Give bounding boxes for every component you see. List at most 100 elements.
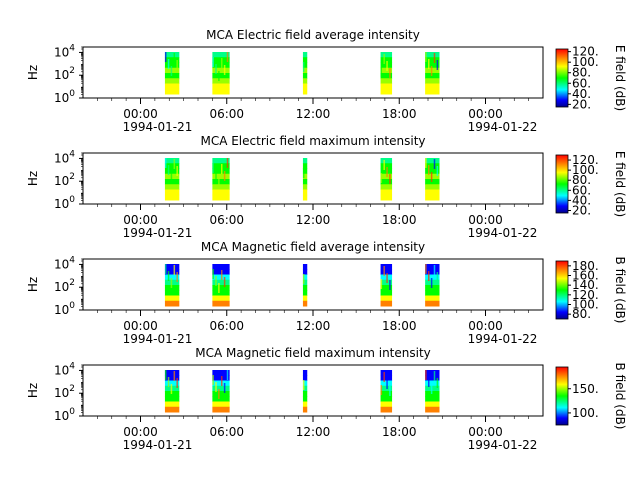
spectrogram-band [302,83,308,90]
x-date-label: 1994-01-22 [468,332,538,346]
colorbar-tick-label: 60. [572,76,591,90]
colorbar-tick-label: 80. [572,307,591,321]
colorbar-tick-label: 20. [572,203,591,217]
x-date-label: 1994-01-21 [123,332,193,346]
spectrogram-band [212,401,230,408]
spectrogram-speckle [302,62,305,72]
spectrogram-band [302,285,308,291]
spectrogram-speckle [428,377,430,387]
spectrogram-band [302,295,308,302]
y-tick-base: 10 [54,174,69,188]
spectrogram-band [212,173,230,180]
spectrogram-band [425,370,440,376]
spectrogram-band [380,264,393,270]
spectrogram-band [164,274,180,281]
y-tick-base: 10 [54,197,69,211]
spectrogram-speckle [380,67,383,77]
spectrogram-band [212,285,230,291]
spectrogram-band [164,83,180,90]
colorbar-tick-label: 120. [572,153,599,167]
spectrogram-band [164,406,180,413]
spectrogram-band [425,401,440,408]
spectrogram-band [212,189,230,196]
spectrogram-band [302,264,308,270]
spectrogram-speckle [433,371,436,381]
spectrogram-band [302,168,308,175]
colorbar-tick-label: 100. [572,298,599,312]
spectrogram-band [212,391,230,397]
spectrogram-speckle [167,165,170,175]
spectrogram-band [302,62,308,69]
spectrogram-speckle [389,68,391,78]
spectrogram-band [380,163,393,169]
x-tick-label: 00:00 [468,107,503,121]
spectrogram-band [425,83,440,90]
spectrogram-strip [425,52,440,95]
spectrogram-band [425,264,440,270]
x-date-label: 1994-01-22 [468,438,538,452]
spectrogram-speckle [212,375,214,385]
x-tick-label: 06:00 [209,107,244,121]
y-tick-base: 10 [54,257,69,271]
spectrogram-band [380,57,393,63]
x-tick-label: 12:00 [296,319,331,333]
colorbar-tick-label: 100. [572,406,599,420]
spectrogram-band [212,370,230,376]
spectrogram-speckle [430,278,433,288]
x-date-label: 1994-01-22 [468,226,538,240]
spectrogram-band [164,88,180,95]
spectrogram-speckle [226,264,229,274]
spectrogram-speckle [389,280,391,290]
x-tick-label: 18:00 [382,107,417,121]
y-tick-label: 104 [54,255,75,271]
spectrogram-speckle [433,265,436,275]
spectrogram-band [164,300,180,307]
spectrogram-speckle [170,278,173,288]
spectrogram-speckle [164,158,167,168]
spectrogram-band [302,380,308,387]
spectrogram-band [302,396,308,402]
spectrogram-band [212,264,230,270]
spectrogram-speckle [164,52,167,62]
spectrogram-speckle [386,379,388,389]
spectrogram-strip [164,370,180,413]
spectrogram-band [380,375,393,381]
spectrogram-band [425,184,440,190]
spectrogram-speckle [167,59,170,69]
x-tick-label: 06:00 [209,213,244,227]
spectrogram-strip [302,370,308,413]
spectrogram-speckle [218,177,220,187]
spectrogram-speckle [383,372,385,382]
spectrogram-speckle [167,377,170,387]
spectrogram-speckle [430,172,433,182]
y-tick-label: 100 [54,89,75,105]
spectrogram-speckle [226,158,229,168]
spectrogram-band [380,158,393,164]
spectrogram-speckle [428,271,430,281]
x-tick-label: 12:00 [296,213,331,227]
colorbar-tick-label: 40. [572,87,591,101]
spectrogram-speckle [221,376,223,386]
y-tick-exponent: 0 [69,407,75,417]
y-axis-label: Hz [26,277,40,292]
spectrogram-strip [380,264,393,307]
colorbar-tick-label: 120. [572,45,599,59]
spectrogram-band [212,67,230,74]
spectrogram-band [164,158,180,164]
spectrogram-speckle [386,273,388,283]
spectrogram-speckle [212,269,214,279]
spectrogram-band [380,88,393,95]
spectrogram-band [425,375,440,381]
spectrogram-band [380,300,393,307]
spectrogram-band [302,52,308,58]
spectrogram-speckle [218,283,220,293]
spectrogram-band [212,158,230,164]
spectrogram-speckle [218,389,220,399]
spectrogram-speckle [425,158,427,168]
spectrogram-band [425,269,440,275]
spectrogram-band [164,163,180,169]
y-tick-label: 100 [54,195,75,211]
spectrogram-band [164,269,180,275]
y-tick-base: 10 [54,280,69,294]
x-tick-label: 00:00 [468,425,503,439]
